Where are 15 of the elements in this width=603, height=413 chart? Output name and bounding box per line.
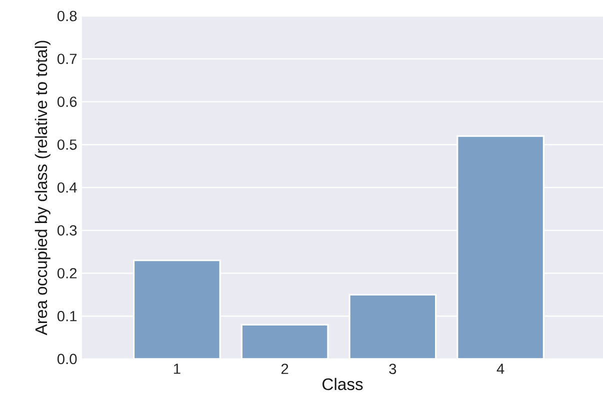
y-tick-label: 0.7 [57, 54, 77, 64]
y-axis-title: Area occupied by class (relative to total) [34, 40, 50, 336]
y-tick-label: 0.5 [57, 139, 77, 150]
x-tick-label: 3 [389, 364, 396, 374]
y-tick-label: 0.0 [57, 354, 77, 364]
y-tick-label: 0.8 [57, 10, 77, 22]
y-tick-label: 0.3 [57, 225, 77, 236]
x-tick-label: 1 [174, 364, 180, 374]
x-tick-label: 2 [281, 364, 288, 374]
y-tick-label: 0.6 [57, 96, 77, 107]
y-tick-label: 0.1 [57, 310, 77, 322]
x-axis-title: Class [322, 378, 363, 390]
y-tick-label: 0.4 [57, 182, 77, 193]
x-tick-label: 4 [496, 364, 504, 374]
y-tick-label: 0.2 [57, 268, 77, 278]
